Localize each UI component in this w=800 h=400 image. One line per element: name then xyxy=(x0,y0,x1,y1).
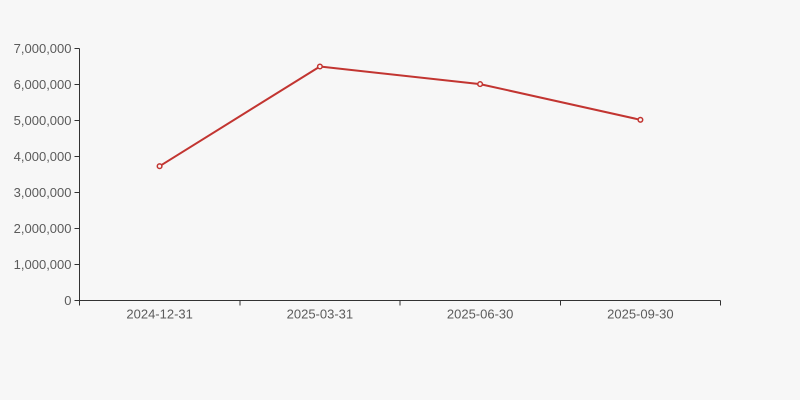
data-point-marker[interactable] xyxy=(637,116,644,123)
x-axis-ticks xyxy=(239,300,721,306)
x-axis-tick-label: 2025-09-30 xyxy=(607,307,674,322)
y-axis-tick-label: 2,000,000 xyxy=(14,221,72,236)
x-axis-tick-label: 2025-03-31 xyxy=(287,307,354,322)
series-line xyxy=(158,65,642,168)
y-axis-tick-label: 1,000,000 xyxy=(14,257,72,272)
data-point-marker[interactable] xyxy=(316,63,323,70)
y-axis-tick-label: 6,000,000 xyxy=(14,77,72,92)
y-axis-tick-label: 3,000,000 xyxy=(14,185,72,200)
y-axis-tick-label: 7,000,000 xyxy=(14,41,72,56)
y-axis-tick-label: 5,000,000 xyxy=(14,113,72,128)
x-axis-tick-label: 2024-12-31 xyxy=(126,307,193,322)
y-axis-labels: 0 1,000,000 2,000,000 3,000,000 4,000,000 5,0… xyxy=(14,41,72,308)
data-point-marker[interactable] xyxy=(477,81,484,88)
y-axis-ticks xyxy=(74,48,80,301)
data-point-marker[interactable] xyxy=(156,163,163,170)
x-axis-tick-label: 2025-06-30 xyxy=(447,307,514,322)
y-axis-tick-label: 4,000,000 xyxy=(14,149,72,164)
x-axis-labels: 2024-12-31 2025-03-31 2025-06-30 2025-09-30 xyxy=(126,307,673,322)
y-axis-tick-label: 0 xyxy=(64,293,71,308)
data-series xyxy=(156,63,644,170)
